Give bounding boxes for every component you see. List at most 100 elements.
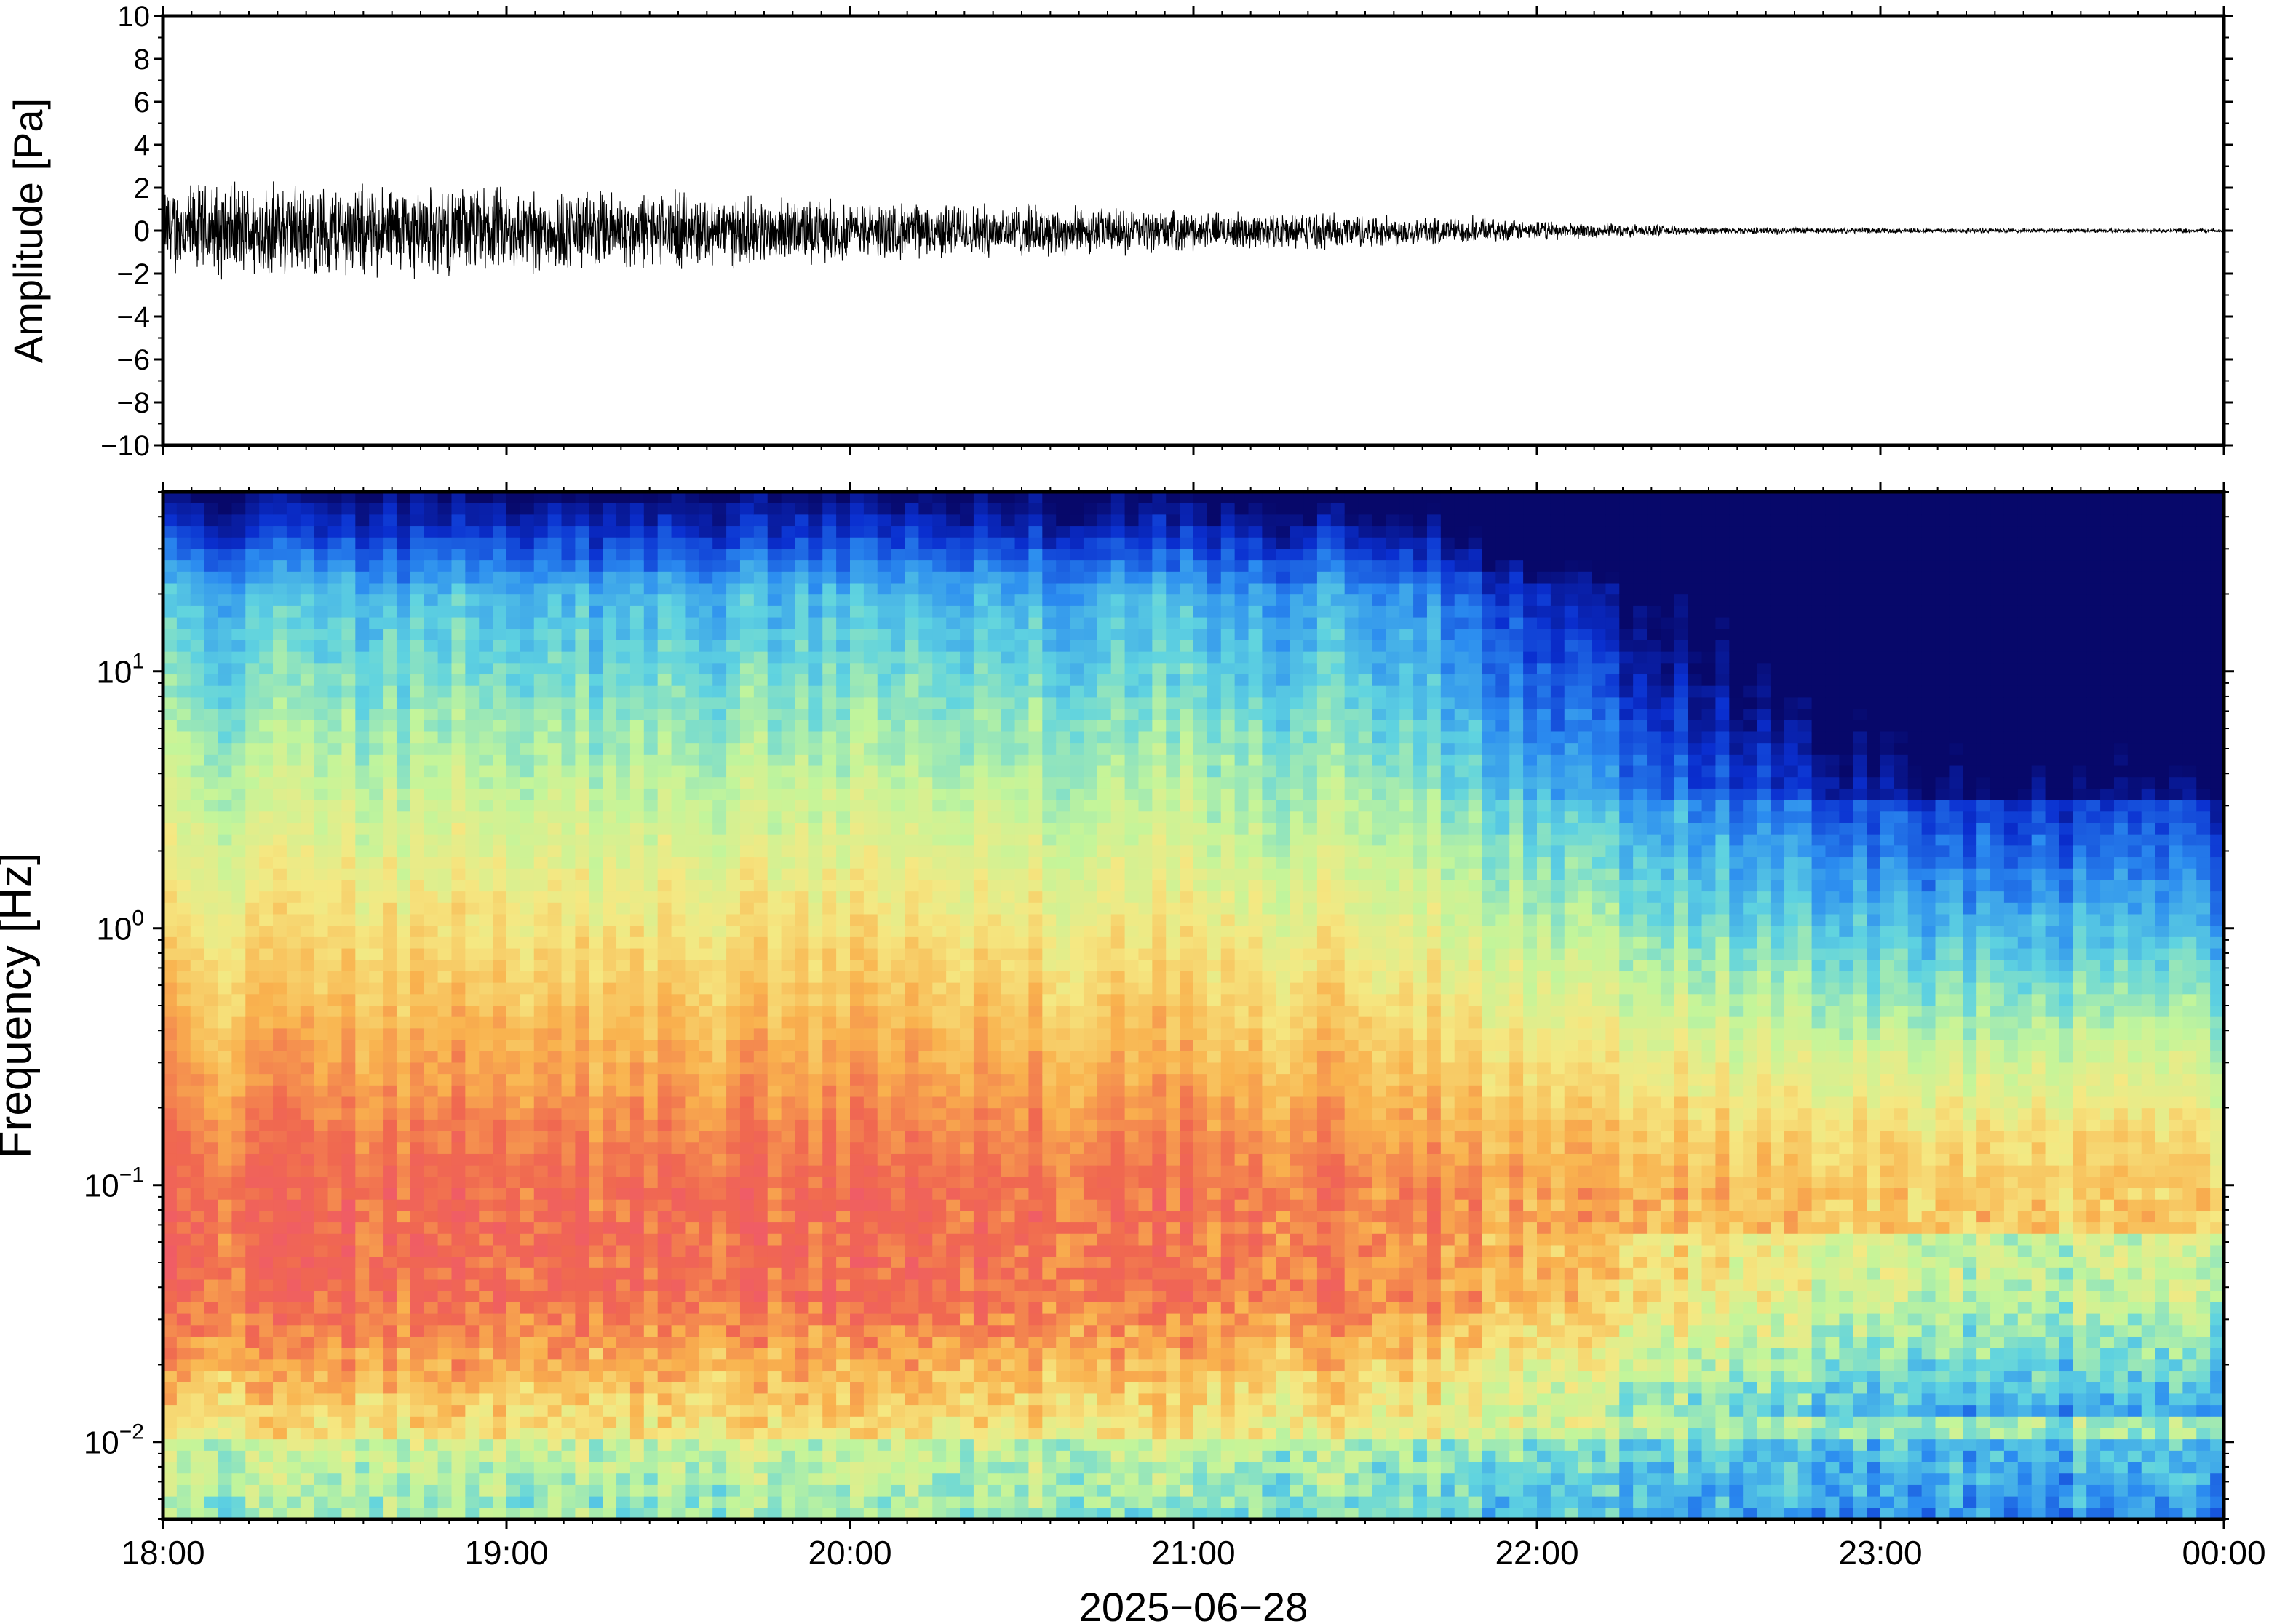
spectrogram-cell [176,1302,191,1315]
spectrogram-cell [643,1211,659,1223]
spectrogram-cell [671,1142,686,1155]
spectrogram-cell [891,537,906,550]
spectrogram-cell [383,1313,397,1326]
spectrogram-cell [520,583,535,595]
spectrogram-cell [163,822,178,835]
spectrogram-cell [726,880,741,892]
spectrogram-cell [437,1233,453,1246]
spectrogram-cell [533,743,549,755]
spectrogram-cell [643,663,659,675]
spectrogram-cell [561,1267,576,1281]
spectrogram-cell [190,1393,205,1406]
spectrogram-cell [547,1142,563,1155]
spectrogram-cell [218,822,233,835]
spectrogram-cell [739,1416,755,1429]
spectrogram-cell [603,1153,617,1166]
spectrogram-cell [575,1393,590,1406]
spectrogram-cell [396,800,411,813]
spectrogram-cell [795,560,810,573]
spectrogram-cell [726,1245,741,1257]
spectrogram-cell [383,1188,397,1201]
spectrogram-cell [369,731,384,744]
spectrogram-cell [643,605,659,618]
spectrogram-cell [726,1153,741,1166]
spectrogram-cell [218,1291,233,1303]
spectrogram-cell [808,1257,824,1269]
spectrogram-cell [163,503,178,516]
spectrogram-cell [877,663,892,675]
spectrogram-cell [383,1325,397,1337]
spectrogram-cell [575,1405,590,1417]
spectrogram-cell [533,1325,549,1337]
spectrogram-cell [808,537,824,550]
spectrogram-cell [836,1267,851,1281]
spectrogram-cell [603,811,617,824]
spectrogram-cell [163,1153,178,1166]
spectrogram-cell [671,765,686,779]
spectrogram-cell [850,1165,865,1178]
spectrogram-cell [822,1245,837,1257]
spectrogram-cell [850,1108,865,1121]
spectrogram-cell [327,1325,343,1337]
spectrogram-cell [355,1371,370,1383]
spectrogram-cell [218,982,233,995]
spectrogram-cell [163,720,178,733]
spectrogram-cell [561,743,576,755]
spectrogram-cell [685,765,700,779]
spectrogram-cell [286,1233,301,1246]
spectrogram-cell [753,1313,768,1326]
spectrogram-cell [231,914,247,926]
spectrogram-cell [767,1405,782,1417]
spectrogram-cell [629,605,645,618]
spectrogram-cell [739,902,755,915]
spectrogram-cell [547,640,563,653]
spectrogram-cell [767,982,782,995]
spectrogram-cell [547,605,563,618]
spectrogram-cell [493,1199,507,1212]
spectrogram-cell [891,629,906,641]
spectrogram-cell [218,926,233,938]
spectrogram-cell [273,788,287,801]
spectrogram-cell [795,731,810,744]
spectrogram-cell [355,936,370,950]
spectrogram-cell [204,1142,219,1155]
spectrogram-cell [410,971,425,984]
spectrogram-cell [300,834,315,847]
spectrogram-cell [589,731,603,744]
spectrogram-cell [671,1245,686,1257]
spectrogram-cell [589,503,603,516]
spectrogram-cell [300,754,315,767]
spectrogram-cell [616,1096,631,1109]
spectrogram-cell [259,1096,274,1109]
spectrogram-cell [603,1074,617,1086]
spectrogram-cell [424,1313,439,1326]
spectrogram-cell [231,960,247,972]
spectrogram-cell [877,960,892,972]
spectrogram-cell [245,1325,260,1337]
spectrogram-cell [781,948,796,961]
spectrogram-cell [685,503,700,516]
spectrogram-cell [685,1371,700,1383]
spectrogram-cell [341,1245,357,1257]
spectrogram-cell [616,571,631,584]
spectrogram-cell [629,1405,645,1417]
spectrogram-cell [850,1257,865,1269]
spectrogram-cell [753,1085,768,1098]
spectrogram-cell [671,1062,686,1075]
spectrogram-cell [176,845,191,858]
spectrogram-cell [822,651,837,664]
spectrogram-cell [753,674,768,687]
spectrogram-cell [424,1393,439,1406]
spectrogram-cell [822,514,837,527]
spectrogram-cell [451,1222,466,1235]
spectrogram-cell [259,948,274,961]
spectrogram-cell [589,1359,603,1372]
spectrogram-cell [671,1348,686,1361]
spectrogram-cell [739,537,755,550]
spectrogram-cell [300,1006,315,1018]
spectrogram-cell [204,1405,219,1417]
spectrogram-cell [726,1177,741,1189]
spectrogram-cell [877,1085,892,1098]
spectrogram-cell [629,1006,645,1018]
spectrogram-cell [327,1439,343,1452]
